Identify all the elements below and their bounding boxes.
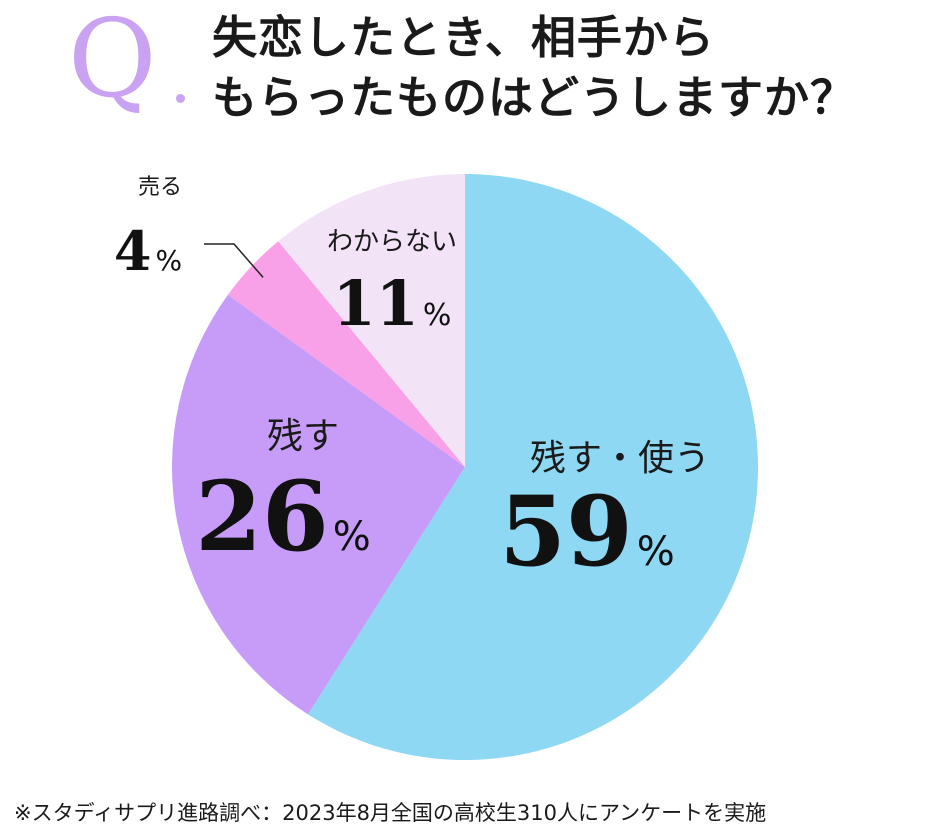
leader-line-sell bbox=[204, 243, 264, 278]
slice-value-unit-keep: % bbox=[333, 514, 371, 560]
q-letter: Q bbox=[68, 0, 157, 122]
question-mark-logo: Q bbox=[68, 6, 198, 132]
pie-slice-keep-use bbox=[308, 174, 758, 760]
slice-value-number-keep-use: 59 bbox=[499, 475, 633, 588]
q-dot bbox=[176, 94, 185, 103]
pie-slice-sell bbox=[227, 241, 465, 467]
pie-slice-unknown bbox=[278, 174, 465, 467]
slice-value-sell: 4% bbox=[114, 219, 182, 283]
slice-label-keep-use: 残す・使う bbox=[530, 438, 710, 479]
slice-label-keep: 残す bbox=[267, 416, 339, 457]
slice-value-unit-sell: % bbox=[155, 244, 182, 277]
slice-value-keep-use: 59% bbox=[499, 475, 675, 588]
pie-slice-keep bbox=[171, 294, 465, 715]
slice-value-number-unknown: 11 bbox=[333, 267, 419, 340]
question-title: 失恋したとき、相手から もらったものはどうしますか？ bbox=[212, 8, 912, 128]
slice-value-unit-keep-use: % bbox=[637, 529, 675, 575]
question-line-1: 失恋したとき、相手から bbox=[212, 11, 715, 64]
slice-value-number-keep: 26 bbox=[195, 460, 329, 573]
slice-label-sell: 売る bbox=[138, 175, 182, 200]
slice-label-unknown: わからない bbox=[327, 227, 457, 257]
slice-value-number-sell: 4 bbox=[114, 219, 152, 283]
slice-value-unit-unknown: % bbox=[423, 298, 452, 333]
slice-value-keep: 26% bbox=[195, 460, 371, 573]
question-line-2: もらったものはどうしますか？ bbox=[212, 71, 857, 124]
source-footnote: ※スタディサプリ進路調べ：2023年8月全国の高校生310人にアンケートを実施 bbox=[14, 801, 767, 825]
pie-slices bbox=[171, 174, 758, 760]
slice-value-unknown: 11% bbox=[333, 267, 452, 340]
